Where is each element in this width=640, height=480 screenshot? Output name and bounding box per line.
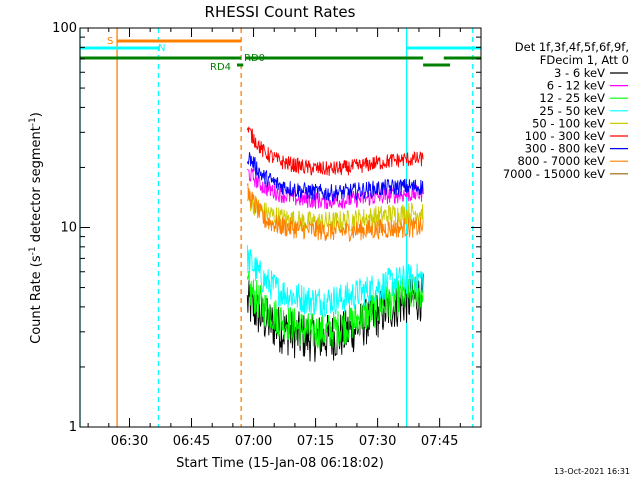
y-axis-title: Count Rate (s-1 detector segment-1) bbox=[28, 112, 44, 344]
x-axis-ticks: 06:30 06:45 07:00 07:15 07:30 07:45 bbox=[87, 28, 482, 449]
x-tick-label: 06:30 bbox=[111, 434, 148, 449]
series-line bbox=[246, 152, 424, 203]
legend: Det 1f,3f,4f,5f,6f,9f, FDecim 1, Att 0 3… bbox=[503, 40, 629, 181]
x-tick-label: 07:00 bbox=[235, 434, 272, 449]
y-axis-title-part: Count Rate (s bbox=[29, 255, 44, 344]
series-line bbox=[246, 245, 424, 318]
legend-label: 50 - 100 keV bbox=[532, 116, 605, 130]
legend-label: 25 - 50 keV bbox=[539, 104, 605, 118]
legend-header-line2: FDecim 1, Att 0 bbox=[540, 53, 629, 67]
y-axis-superscript: -1 bbox=[28, 246, 38, 255]
legend-header-line1: Det 1f,3f,4f,5f,6f,9f, bbox=[515, 40, 629, 54]
y-tick-label: 10 bbox=[60, 221, 77, 236]
y-axis-superscript: -1 bbox=[28, 117, 38, 126]
rd0-flag-label: RD0 bbox=[244, 53, 265, 64]
legend-label: 12 - 25 keV bbox=[539, 91, 605, 105]
series-line bbox=[246, 125, 424, 176]
y-tick-label: 100 bbox=[52, 21, 77, 36]
x-tick-label: 07:15 bbox=[297, 434, 334, 449]
x-axis-title: Start Time (15-Jan-08 06:18:02) bbox=[176, 456, 384, 471]
footer-timestamp: 13-Oct-2021 16:31 bbox=[554, 467, 630, 476]
legend-label: 100 - 300 keV bbox=[525, 129, 605, 143]
series-line bbox=[246, 189, 424, 233]
night-flag-label: N bbox=[158, 43, 165, 54]
legend-label: 300 - 800 keV bbox=[525, 142, 605, 156]
legend-label: 3 - 6 keV bbox=[554, 66, 605, 80]
series-line bbox=[246, 183, 424, 242]
series-line bbox=[246, 271, 424, 351]
y-tick-label: 1 bbox=[69, 420, 77, 435]
flag-bars: S N RD4 RD0 bbox=[80, 36, 481, 73]
chart-title: RHESSI Count Rates bbox=[205, 3, 356, 21]
legend-label: 7000 - 15000 keV bbox=[503, 167, 605, 181]
saa-flag-label: S bbox=[107, 36, 113, 47]
series-layer bbox=[246, 125, 424, 362]
y-axis-title-part: ) bbox=[29, 112, 44, 117]
y-axis-title-part: detector segment bbox=[29, 126, 44, 246]
x-tick-label: 07:30 bbox=[359, 434, 396, 449]
x-tick-label: 07:45 bbox=[421, 434, 458, 449]
legend-label: 800 - 7000 keV bbox=[517, 154, 605, 168]
x-tick-label: 06:45 bbox=[173, 434, 210, 449]
rd4-flag-label: RD4 bbox=[210, 62, 231, 73]
legend-label: 6 - 12 keV bbox=[547, 79, 605, 93]
